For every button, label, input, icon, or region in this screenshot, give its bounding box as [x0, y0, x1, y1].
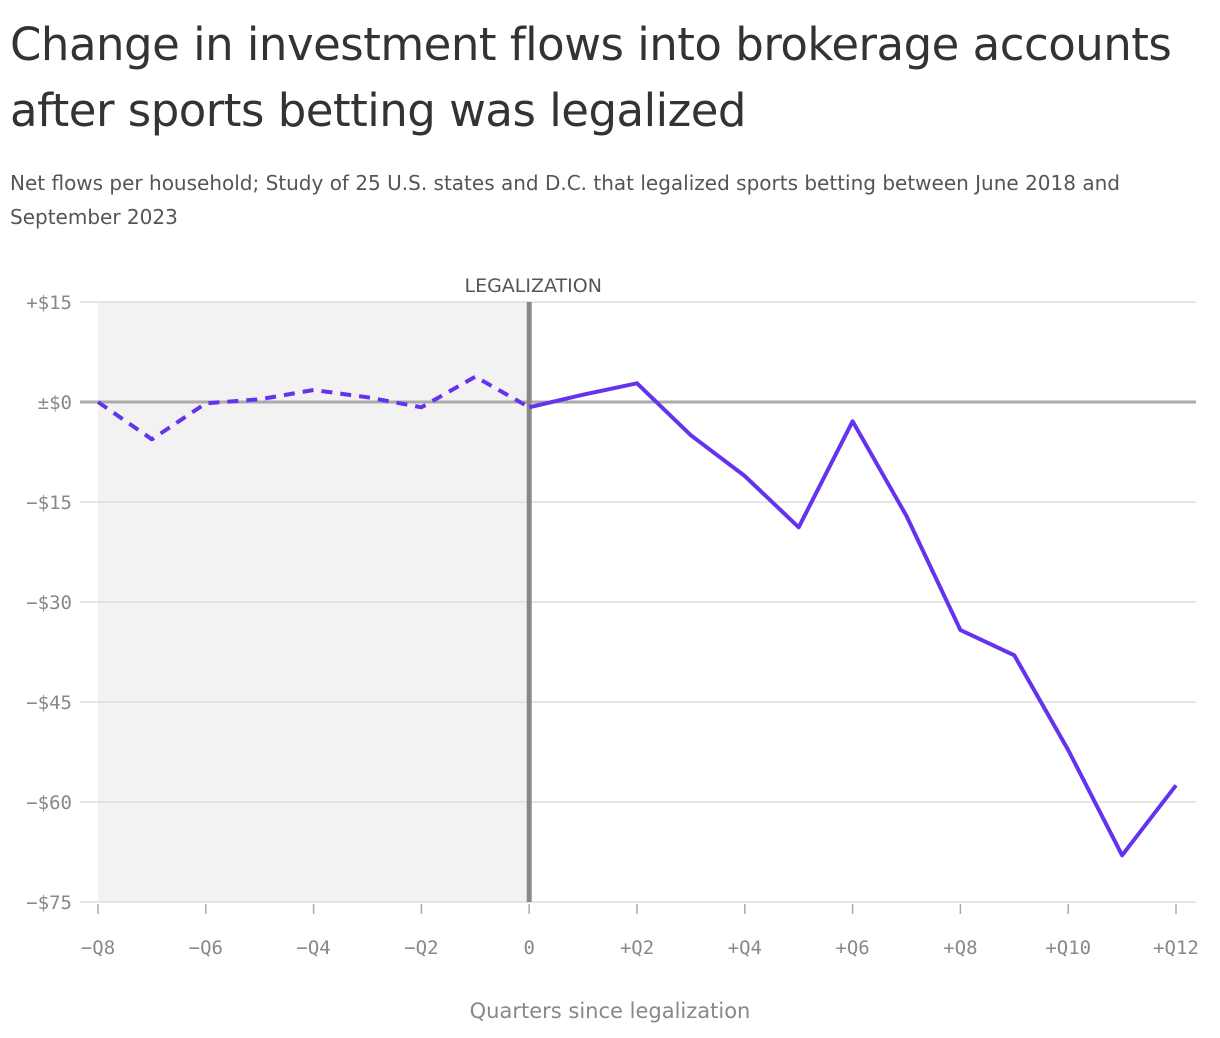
x-tick-label: +Q2	[620, 937, 654, 959]
series-line-before	[96, 374, 531, 442]
x-tick-label: −Q6	[189, 937, 223, 959]
x-tick-label: −Q2	[404, 937, 438, 959]
x-tick-label: +Q8	[943, 937, 977, 959]
x-tick-label: −Q4	[296, 937, 330, 959]
x-tick-label: +Q12	[1153, 937, 1199, 959]
x-tick-label: +Q6	[835, 937, 869, 959]
legalization-label: LEGALIZATION	[464, 275, 601, 297]
chart-title: Change in investment flows into brokerag…	[10, 18, 1172, 137]
y-tick-label: −$45	[26, 692, 72, 714]
chart-subtitle: Net flows per household; Study of 25 U.S…	[10, 171, 1120, 229]
y-tick-label: ±$0	[38, 392, 72, 414]
y-tick-label: −$60	[26, 792, 72, 814]
x-tick-label: +Q10	[1045, 937, 1091, 959]
x-axis-label: Quarters since legalization	[470, 999, 751, 1023]
y-tick-label: +$15	[26, 292, 72, 314]
y-tick-label: −$30	[26, 592, 72, 614]
x-tick-label: +Q4	[728, 937, 762, 959]
y-tick-label: −$15	[26, 492, 72, 514]
x-tick-label: 0	[523, 937, 534, 959]
y-tick-label: −$75	[26, 892, 72, 914]
series-line-after	[528, 381, 1178, 858]
x-tick-label: −Q8	[81, 937, 115, 959]
